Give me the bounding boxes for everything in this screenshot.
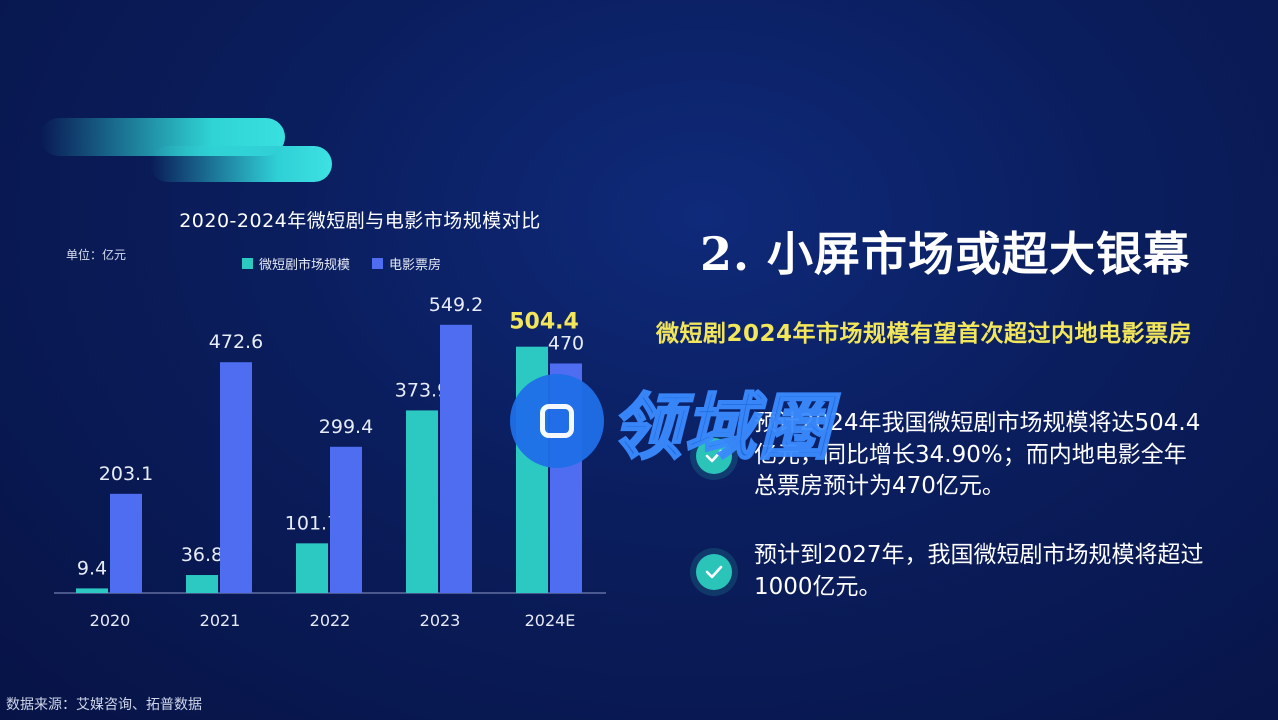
legend-label-boxoffice: 电影票房 [389, 258, 442, 273]
data-label-shortdrama-2023: 373.9 [395, 379, 449, 401]
bar-boxoffice-2020 [110, 493, 142, 593]
check-icon [696, 554, 732, 590]
chart-legend: 微短剧市场规模 电影票房 [242, 254, 441, 273]
legend-label-shortdrama: 微短剧市场规模 [259, 258, 351, 273]
bar-boxoffice-2022 [330, 446, 362, 593]
data-label-boxoffice-2020: 203.1 [99, 463, 153, 485]
data-label-boxoffice-2021: 472.6 [209, 331, 263, 353]
data-source: 数据来源：艾媒咨询、拓普数据 [6, 697, 202, 713]
watermark-text: 领域圈 [609, 384, 833, 470]
watermark: 领域圈 [510, 368, 832, 473]
check-icon [696, 438, 732, 474]
bar-shortdrama-2023 [406, 410, 438, 593]
bullet-item: 预计到2027年，我国微短剧市场规模将超过1000亿元。 [696, 540, 1204, 603]
legend-item-shortdrama: 微短剧市场规模 [242, 254, 350, 273]
x-tick-label-2023: 2023 [420, 611, 461, 630]
bullet-item: 预计2024年我国微短剧市场规模将达504.4亿元，同比增长34.90%；而内地… [696, 408, 1204, 503]
section-heading: 2. 小屏市场或超大银幕 [700, 227, 1191, 281]
chart-title: 2020-2024年微短剧与电影市场规模对比 [179, 210, 541, 232]
legend-item-boxoffice: 电影票房 [372, 254, 441, 273]
data-label-shortdrama-2020: 9.4 [77, 557, 107, 579]
x-tick-label-2020: 2020 [90, 611, 131, 630]
bar-boxoffice-2021 [220, 362, 252, 593]
data-label-boxoffice-2022: 299.4 [319, 416, 373, 438]
data-label-shortdrama-2022: 101.7 [285, 512, 339, 534]
section-subheading: 微短剧2024年市场规模有望首次超过内地电影票房 [656, 321, 1193, 347]
data-label-boxoffice-2024E: 470 [548, 332, 584, 354]
bullet-text: 预计到2027年，我国微短剧市场规模将超过1000亿元。 [754, 542, 1204, 600]
watermark-logo-icon [510, 373, 604, 468]
bar-shortdrama-2021 [186, 575, 218, 593]
bar-boxoffice-2023 [440, 324, 472, 593]
bar-shortdrama-2022 [296, 543, 328, 593]
data-label-shortdrama-2024E: 504.4 [509, 310, 579, 335]
bar-shortdrama-2020 [76, 588, 108, 593]
x-tick-label-2021: 2021 [200, 611, 241, 630]
unit-label: 单位：亿元 [66, 248, 127, 262]
data-label-shortdrama-2021: 36.8 [181, 544, 223, 566]
x-tick-label-2024E: 2024E [525, 611, 576, 630]
decorative-bar-bottom [150, 146, 332, 182]
x-tick-label-2022: 2022 [310, 611, 351, 630]
legend-swatch-shortdrama [242, 258, 253, 269]
data-label-boxoffice-2023: 549.2 [429, 294, 483, 316]
legend-swatch-boxoffice [372, 258, 384, 269]
bullet-text: 预计2024年我国微短剧市场规模将达504.4亿元，同比增长34.90%；而内地… [754, 410, 1201, 500]
